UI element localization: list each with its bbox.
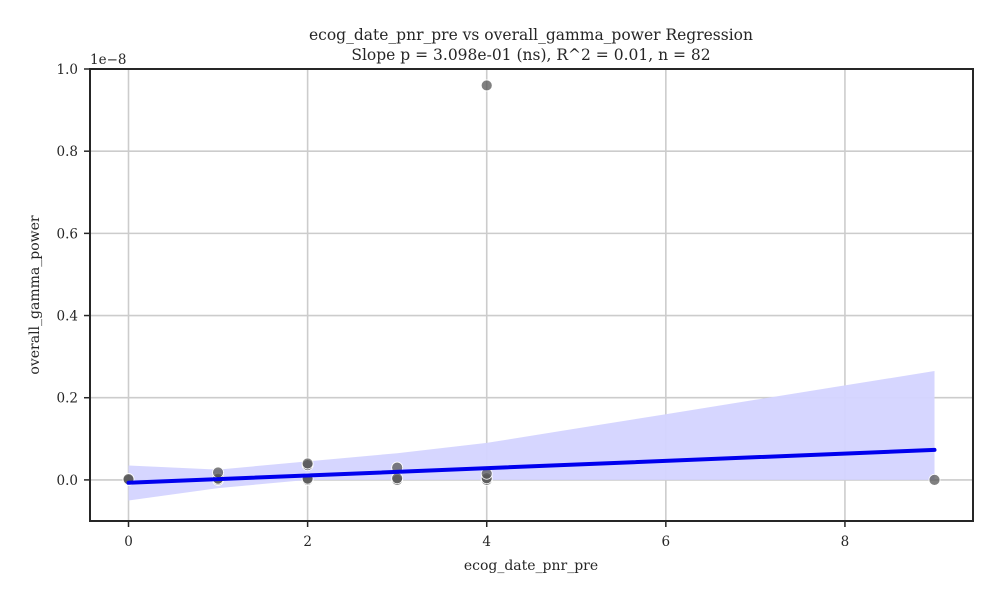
data-point [212, 466, 224, 479]
x-tick-label: 2 [303, 534, 312, 550]
y-tick-label: 0.2 [57, 391, 78, 407]
y-tick-label: 1.0 [57, 62, 78, 78]
confidence-band [128, 371, 935, 501]
y-tick-label: 0.0 [57, 473, 78, 489]
data-point [301, 457, 314, 470]
x-tick-label: 4 [482, 534, 491, 550]
x-tick-label: 6 [662, 534, 671, 550]
data-point [928, 474, 941, 486]
y-tick-label: 0.6 [57, 226, 78, 242]
regression-line [126, 447, 937, 485]
chart-title: ecog_date_pnr_pre vs overall_gamma_power… [309, 26, 753, 44]
chart-subtitle: Slope p = 3.098e-01 (ns), R^2 = 0.01, n … [351, 46, 710, 64]
y-tick-label: 0.8 [57, 144, 78, 160]
axes-frame [89, 68, 974, 522]
data-point [391, 472, 404, 485]
x-tick-label: 0 [124, 534, 133, 550]
y-tick-label: 0.4 [57, 309, 78, 325]
y-axis-label: overall_gamma_power [27, 215, 43, 374]
plot-area: 0 2 4 6 8 0.0 0.2 0.4 0.6 0.8 1.0 [57, 62, 974, 550]
x-tick-label: 8 [841, 534, 850, 550]
data-point [480, 79, 493, 92]
x-axis-label: ecog_date_pnr_pre [464, 558, 598, 574]
y-offset-label: 1e−8 [90, 52, 126, 68]
